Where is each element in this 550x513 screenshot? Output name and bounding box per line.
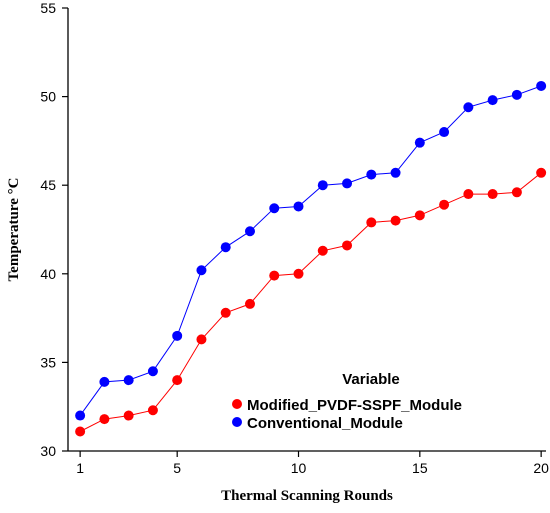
series-line <box>79 85 542 416</box>
data-point <box>390 215 401 226</box>
data-point <box>317 245 328 256</box>
x-tick-label: 15 <box>412 460 428 476</box>
data-point <box>293 268 304 279</box>
data-point <box>293 201 304 212</box>
data-point <box>147 405 158 416</box>
legend-title: Variable <box>342 371 400 388</box>
data-point <box>487 189 498 200</box>
x-tick-label: 10 <box>291 460 307 476</box>
data-point <box>536 167 547 178</box>
y-tick-label: 50 <box>40 89 56 105</box>
y-tick-label: 55 <box>40 0 56 16</box>
data-point <box>414 210 425 221</box>
series-group <box>75 80 547 421</box>
y-tick-label: 40 <box>40 266 56 282</box>
series-line <box>79 172 542 432</box>
x-tick-label: 1 <box>76 460 84 476</box>
data-point <box>196 334 207 345</box>
data-point <box>463 189 474 200</box>
data-point <box>244 298 255 309</box>
data-point <box>147 366 158 377</box>
chart-series <box>75 80 547 437</box>
legend-marker <box>232 417 242 427</box>
data-point <box>342 178 353 189</box>
y-tick-label: 30 <box>40 443 56 459</box>
data-point <box>172 330 183 341</box>
y-tick-label: 35 <box>40 354 56 370</box>
legend-marker <box>232 399 242 409</box>
data-point <box>366 169 377 180</box>
chart-legend: Variable Modified_PVDF-SSPF_ModuleConvent… <box>232 371 462 432</box>
legend-label: Modified_PVDF-SSPF_Module <box>247 397 462 414</box>
y-axis-title: Temperature °C <box>6 178 22 282</box>
x-tick-label: 20 <box>533 460 549 476</box>
data-point <box>342 240 353 251</box>
data-point <box>511 89 522 100</box>
series-group <box>75 167 547 437</box>
legend-label: Conventional_Module <box>247 415 403 432</box>
data-point <box>220 307 231 318</box>
data-point <box>439 199 450 210</box>
data-point <box>317 180 328 191</box>
data-point <box>123 410 134 421</box>
data-point <box>487 95 498 106</box>
data-point <box>75 426 86 437</box>
y-tick-label: 45 <box>40 177 56 193</box>
data-point <box>269 203 280 214</box>
data-point <box>463 102 474 113</box>
data-point <box>439 127 450 138</box>
data-point <box>99 376 110 387</box>
data-point <box>414 137 425 148</box>
data-point <box>196 265 207 276</box>
x-axis-title: Thermal Scanning Rounds <box>221 488 393 504</box>
data-point <box>99 414 110 425</box>
data-point <box>172 375 183 386</box>
x-tick-label: 5 <box>173 460 181 476</box>
data-point <box>390 167 401 178</box>
data-point <box>75 410 86 421</box>
data-point <box>244 226 255 237</box>
data-point <box>123 375 134 386</box>
data-point <box>511 187 522 198</box>
data-point <box>269 270 280 281</box>
data-point <box>366 217 377 228</box>
data-point <box>220 242 231 253</box>
data-point <box>536 80 547 91</box>
